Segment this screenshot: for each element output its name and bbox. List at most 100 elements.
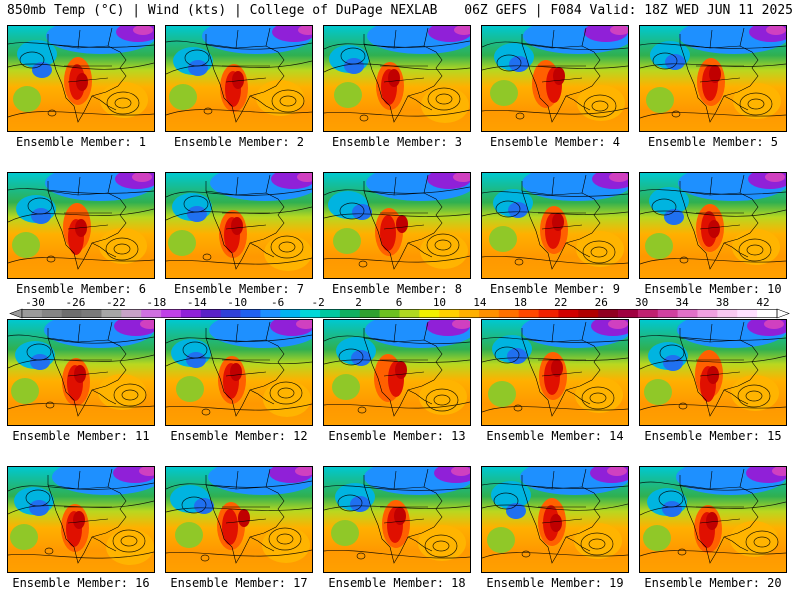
colorbar-tick-label: 2	[355, 296, 362, 309]
colorbar-segment	[61, 309, 82, 318]
colorbar-segment	[300, 309, 321, 318]
colorbar-segment	[101, 309, 122, 318]
ensemble-map-panel	[481, 319, 629, 426]
colorbar-min-arrow	[9, 308, 23, 319]
ensemble-member-label: Ensemble Member: 8	[331, 282, 463, 296]
ensemble-member-label: Ensemble Member: 18	[328, 576, 466, 590]
colorbar-tick-label: -22	[105, 296, 126, 309]
temperature-map	[482, 320, 628, 425]
ensemble-member-label: Ensemble Member: 6	[15, 282, 147, 296]
colorbar-segment	[637, 309, 659, 318]
temperature-map	[324, 173, 470, 278]
temperature-map	[482, 467, 628, 572]
colorbar-segment	[379, 309, 400, 318]
ensemble-map-panel	[7, 319, 155, 426]
ensemble-map-panel	[481, 172, 629, 279]
ensemble-member-label: Ensemble Member: 16	[12, 576, 150, 590]
temperature-map	[8, 467, 154, 572]
ensemble-member-label: Ensemble Member: 19	[486, 576, 624, 590]
colorbar-segment	[717, 309, 738, 318]
colorbar-segment	[141, 309, 162, 318]
temperature-map	[8, 26, 154, 131]
colorbar-segment	[240, 309, 261, 318]
temperature-map	[324, 26, 470, 131]
temperature-map	[166, 467, 312, 572]
ensemble-map-panel	[165, 319, 313, 426]
colorbar-tick-label: 6	[395, 296, 403, 309]
colorbar-segment	[280, 309, 301, 318]
colorbar-tick-label: 30	[635, 296, 649, 309]
ensemble-member-label: Ensemble Member: 14	[486, 429, 624, 443]
temperature-map	[640, 320, 786, 425]
ensemble-map-panel	[165, 466, 313, 573]
colorbar-segment	[260, 309, 281, 318]
colorbar-tick-label: -14	[186, 296, 207, 309]
temperature-map	[166, 26, 312, 131]
temperature-map	[324, 320, 470, 425]
colorbar-segment	[161, 309, 182, 318]
colorbar-segment	[339, 309, 361, 318]
ensemble-map-panel	[7, 466, 155, 573]
temperature-map	[166, 173, 312, 278]
colorbar-segment	[677, 309, 698, 318]
colorbar-segment	[439, 309, 460, 318]
colorbar-tick-label: 10	[432, 296, 447, 309]
colorbar-tick-label: 34	[675, 296, 689, 309]
chart-title: 850mb Temp (°C) | Wind (kts) | College o…	[7, 3, 438, 18]
colorbar-tick-label: -2	[311, 296, 325, 309]
colorbar-segment	[320, 309, 341, 318]
colorbar-tick-label: 38	[715, 296, 730, 309]
ensemble-member-label: Ensemble Member: 12	[170, 429, 308, 443]
temperature-map	[640, 173, 786, 278]
temperature-map	[640, 26, 786, 131]
colorbar-tick-label: 18	[513, 296, 527, 309]
temperature-map	[640, 467, 786, 572]
colorbar-tick-label: 42	[756, 296, 770, 309]
colorbar-segment	[22, 309, 43, 318]
ensemble-map-panel	[639, 319, 787, 426]
ensemble-member-label: Ensemble Member: 5	[647, 135, 779, 149]
temperature-map	[8, 173, 154, 278]
ensemble-map-panel	[7, 172, 155, 279]
ensemble-member-label: Ensemble Member: 13	[328, 429, 466, 443]
colorbar-segment	[459, 309, 480, 318]
ensemble-map-panel	[323, 25, 471, 132]
ensemble-member-label: Ensemble Member: 9	[489, 282, 621, 296]
colorbar-segment	[180, 309, 202, 318]
temperature-map	[8, 320, 154, 425]
ensemble-member-label: Ensemble Member: 20	[644, 576, 782, 590]
ensemble-member-label: Ensemble Member: 2	[173, 135, 305, 149]
ensemble-member-label: Ensemble Member: 11	[12, 429, 150, 443]
colorbar-segment	[558, 309, 579, 318]
colorbar-tick-label: -18	[146, 296, 167, 309]
ensemble-map-panel	[639, 466, 787, 573]
ensemble-map-panel	[165, 25, 313, 132]
ensemble-member-label: Ensemble Member: 1	[15, 135, 147, 149]
temperature-map	[324, 467, 470, 572]
ensemble-map-panel	[323, 172, 471, 279]
ensemble-map-panel	[639, 172, 787, 279]
colorbar-segment	[81, 309, 102, 318]
ensemble-member-label: Ensemble Member: 10	[644, 282, 782, 296]
run-valid-time: 06Z GEFS | F084 Valid: 18Z WED JUN 11 20…	[464, 3, 793, 18]
temperature-map	[166, 320, 312, 425]
colorbar-tick-label: -30	[25, 296, 45, 309]
colorbar-segment	[657, 309, 678, 318]
ensemble-map-panel	[165, 172, 313, 279]
colorbar-tick-label: -10	[227, 296, 248, 309]
colorbar-segment	[598, 309, 619, 318]
colorbar-tick-label: 22	[554, 296, 568, 309]
colorbar-segment	[478, 309, 500, 318]
ensemble-member-label: Ensemble Member: 7	[173, 282, 305, 296]
ensemble-map-panel	[7, 25, 155, 132]
ensemble-map-panel	[639, 25, 787, 132]
colorbar-segment	[419, 309, 440, 318]
colorbar-segment	[697, 309, 718, 318]
ensemble-map-panel	[481, 466, 629, 573]
colorbar-tick-label: -6	[271, 296, 285, 309]
ensemble-member-label: Ensemble Member: 15	[644, 429, 782, 443]
colorbar-segment	[538, 309, 559, 318]
colorbar-segment	[618, 309, 639, 318]
colorbar-segment	[121, 309, 142, 318]
colorbar-segment	[200, 309, 221, 318]
